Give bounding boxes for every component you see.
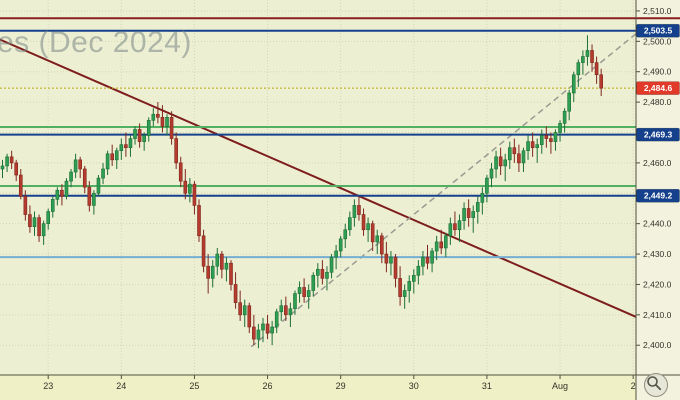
x-axis-label: 23 bbox=[43, 381, 53, 391]
x-axis-label: 29 bbox=[336, 381, 346, 391]
price-badge-label: 2,503.5 bbox=[644, 26, 673, 36]
x-axis-label: 2 bbox=[631, 381, 636, 391]
y-axis-label: 2,510.0 bbox=[643, 6, 672, 16]
x-axis[interactable]: 23 24 25 26 29 30 31 Aug 2 bbox=[43, 375, 636, 391]
candles-layer bbox=[0, 35, 603, 349]
levels-layer[interactable] bbox=[0, 17, 680, 259]
x-axis-label: 24 bbox=[116, 381, 126, 391]
x-axis-label: 26 bbox=[263, 381, 273, 391]
y-axis-label: 2,440.0 bbox=[643, 219, 672, 229]
x-axis-label: 31 bbox=[482, 381, 492, 391]
y-axis-label: 2,460.0 bbox=[643, 158, 672, 168]
x-axis-label: Aug bbox=[552, 381, 568, 391]
x-axis-background[interactable] bbox=[0, 375, 636, 400]
price-badge-label: 2,484.6 bbox=[644, 83, 673, 93]
y-axis-label: 2,480.0 bbox=[643, 97, 672, 107]
magnifier-icon bbox=[647, 376, 662, 391]
y-axis-label: 2,500.0 bbox=[643, 36, 672, 46]
y-axis-label: 2,420.0 bbox=[643, 279, 672, 289]
trendlines-layer[interactable] bbox=[0, 33, 649, 348]
x-axis-label: 30 bbox=[409, 381, 419, 391]
y-axis-label: 2,410.0 bbox=[643, 310, 672, 320]
price-badge-label: 2,449.2 bbox=[644, 191, 673, 201]
zoom-button[interactable] bbox=[644, 373, 668, 397]
y-axis-label: 2,400.0 bbox=[643, 340, 672, 350]
x-axis-label: 25 bbox=[189, 381, 199, 391]
plot-background[interactable] bbox=[0, 0, 636, 375]
y-axis-label: 2,430.0 bbox=[643, 249, 672, 259]
ascending-trendline[interactable] bbox=[250, 33, 636, 348]
descending-trendline[interactable] bbox=[0, 37, 649, 323]
price-badges: 2,503.5 2,484.6 2,469.3 2,449.2 bbox=[636, 23, 680, 203]
price-badge-label: 2,469.3 bbox=[644, 130, 673, 140]
y-axis-label: 2,490.0 bbox=[643, 67, 672, 77]
